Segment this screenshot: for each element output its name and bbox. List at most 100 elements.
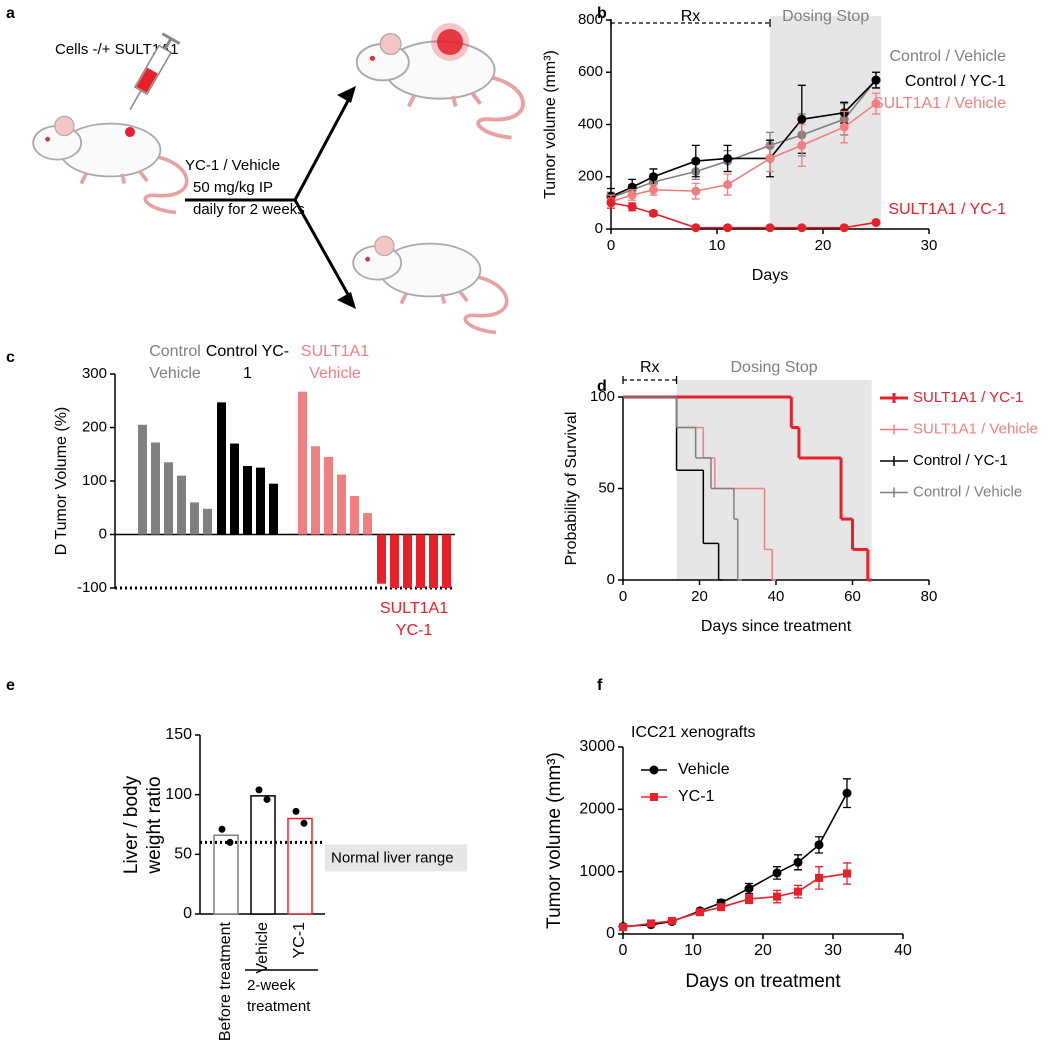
y-tick-label: 0 <box>595 220 603 237</box>
chart-title: ICC21 xenografts <box>631 724 756 741</box>
data-point <box>765 153 775 163</box>
bar <box>350 495 359 535</box>
bar <box>243 466 252 535</box>
bar <box>213 834 239 915</box>
shade-label: Dosing Stop <box>782 8 869 25</box>
bar <box>311 446 320 535</box>
y-tick-label: 100 <box>590 388 615 405</box>
data-point <box>839 122 849 132</box>
bar <box>324 456 333 535</box>
bar <box>429 534 438 588</box>
y-tick-label: 50 <box>174 846 192 863</box>
legend-label: YC-1 <box>678 788 715 805</box>
data-point <box>797 140 807 150</box>
y-tick-label: 0 <box>607 571 615 588</box>
panel-label: e <box>6 677 15 694</box>
bar <box>256 467 265 535</box>
y-tick-label: 300 <box>82 365 107 382</box>
bar <box>403 534 412 588</box>
data-point <box>691 223 701 233</box>
y-tick-label: 600 <box>578 63 603 80</box>
data-point <box>627 202 637 212</box>
y-tick-label: 200 <box>578 168 603 185</box>
data-point <box>292 807 300 815</box>
group-label: 2-week treatment <box>247 977 311 1015</box>
bar <box>377 534 386 584</box>
data-point <box>263 795 271 803</box>
bar <box>298 391 307 535</box>
schematic-text: 50 mg/kg IP <box>193 179 273 196</box>
schematic-text: Cells -/+ SULT1A1 <box>55 41 179 58</box>
data-point <box>723 153 733 163</box>
series-line <box>622 792 848 928</box>
data-point <box>218 825 226 833</box>
bar <box>250 795 276 915</box>
x-tick-label: 10 <box>709 237 726 254</box>
group-label: SULT1A1 Vehicle <box>300 343 370 382</box>
schematic-text: YC-1 / Vehicle <box>185 157 280 174</box>
legend-label: SULT1A1 / YC-1 <box>913 389 1023 406</box>
data-point <box>696 908 704 917</box>
data-point <box>619 923 627 932</box>
y-tick-label: 0 <box>183 905 192 922</box>
y-tick-label: 50 <box>598 479 615 496</box>
panel-label: f <box>597 677 603 694</box>
bar <box>177 475 186 535</box>
rx-label: Rx <box>640 359 660 376</box>
data-point <box>815 873 823 882</box>
data-point <box>797 223 807 233</box>
arrowhead <box>337 86 356 103</box>
y-tick-label: 150 <box>165 726 192 743</box>
data-point <box>647 919 655 928</box>
data-point <box>843 869 851 878</box>
data-point <box>627 190 637 200</box>
y-tick-label: 800 <box>578 11 603 28</box>
data-point <box>606 198 616 208</box>
y-tick-label: 100 <box>165 786 192 803</box>
x-tick-label: 20 <box>691 588 708 605</box>
tumor-icon <box>437 29 463 55</box>
x-tick-label: 40 <box>768 588 785 605</box>
mouse-icon <box>31 114 189 215</box>
y-tick-label: 1000 <box>579 863 615 880</box>
data-point <box>871 99 881 109</box>
y-tick-label: 0 <box>606 925 615 942</box>
ref-box <box>325 844 467 872</box>
data-point <box>723 180 733 190</box>
shade-region <box>676 380 872 580</box>
legend-label: Control / Vehicle <box>913 483 1022 500</box>
y-tick-label: 400 <box>578 115 603 132</box>
data-point <box>842 788 852 798</box>
bar <box>164 462 173 535</box>
bar <box>363 513 372 535</box>
x-tick-label: 80 <box>921 588 938 605</box>
series-label: SULT1A1 / Vehicle <box>873 95 1006 112</box>
panel-label: d <box>597 378 607 395</box>
x-tick-label: Before treatment <box>217 921 234 1041</box>
data-point <box>871 75 881 85</box>
data-point <box>300 819 308 827</box>
panel-label: b <box>597 5 607 22</box>
x-tick-label: 20 <box>754 942 772 959</box>
series-label: Control / YC-1 <box>905 73 1006 90</box>
shade-region <box>770 16 882 229</box>
bar <box>269 483 278 535</box>
ref-label: Normal liver range <box>331 849 454 866</box>
x-tick-label: Vehicle <box>254 922 271 974</box>
syringe-icon <box>129 32 181 111</box>
bar <box>190 502 199 535</box>
x-tick-label: 30 <box>921 237 938 254</box>
data-point <box>648 208 658 218</box>
panel-label: c <box>6 349 15 366</box>
bar <box>230 443 239 535</box>
x-tick-label: 0 <box>619 588 627 605</box>
y-axis-label: D Tumor Volume (%) <box>53 407 70 555</box>
x-axis-label: Days <box>752 267 788 284</box>
legend-label: Vehicle <box>678 761 730 778</box>
legend-marker <box>650 793 658 801</box>
legend-label: Control / YC-1 <box>913 452 1008 469</box>
rx-bracket <box>622 376 678 384</box>
data-point <box>814 840 824 850</box>
bar <box>416 534 425 588</box>
